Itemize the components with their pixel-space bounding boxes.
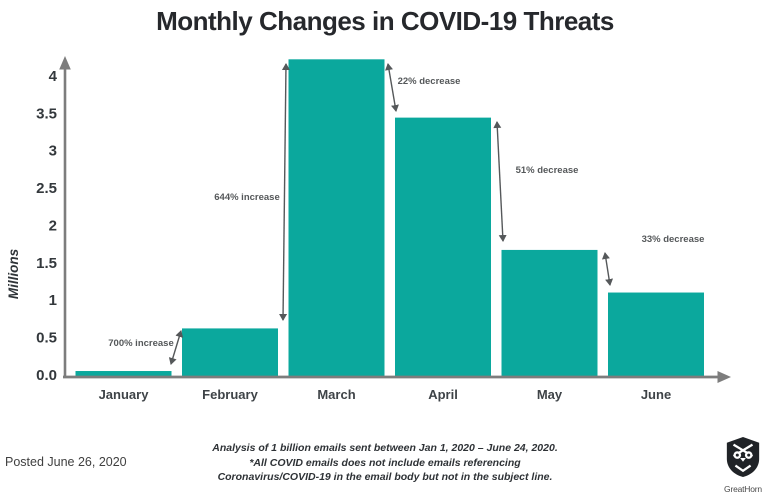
x-axis-arrowhead-icon (717, 371, 731, 383)
annotation-label-4: 51% decrease (516, 165, 579, 176)
x-tick-label-february: February (202, 387, 258, 402)
y-tick-label-4: 4 (49, 68, 58, 85)
bar-february (182, 328, 278, 377)
footnote: Analysis of 1 billion emails sent betwee… (165, 441, 605, 485)
x-tick-label-may: May (537, 387, 563, 402)
annotation-arrow-1 (168, 330, 184, 365)
y-tick-label-3: 3 (49, 143, 57, 160)
x-tick-label-april: April (428, 387, 458, 402)
greathorn-logo-text: GreatHorn (724, 484, 762, 494)
y-tick-label-0.5: 0.5 (36, 330, 57, 347)
x-tick-label-march: March (317, 387, 355, 402)
x-tick-label-january: January (99, 387, 150, 402)
annotation-label-2: 644% increase (214, 192, 280, 203)
y-tick-label-0.0: 0.0 (36, 367, 57, 384)
annotation-label-5: 33% decrease (642, 234, 705, 245)
annotation-arrow-4 (493, 121, 507, 242)
greathorn-logo: GreatHorn (722, 436, 764, 494)
bar-may (501, 249, 598, 377)
annotation-arrow-3 (385, 63, 399, 112)
y-axis-title: Millions (6, 248, 21, 299)
greathorn-shield-icon (726, 437, 760, 477)
annotation-arrow-2 (279, 63, 290, 321)
bar-march (288, 59, 385, 377)
annotation-label-1: 700% increase (108, 338, 174, 349)
bar-april (395, 117, 491, 378)
page-title: Monthly Changes in COVID-19 Threats (156, 6, 614, 36)
y-tick-label-1.5: 1.5 (36, 255, 57, 272)
footnote-line-2: *All COVID emails does not include email… (249, 456, 521, 469)
y-tick-label-1: 1 (49, 292, 57, 309)
y-tick-label-3.5: 3.5 (36, 105, 57, 122)
y-axis-arrowhead-icon (59, 56, 71, 70)
footnote-line-3: Coronavirus/COVID-19 in the email body b… (217, 471, 553, 483)
y-tick-label-2: 2 (49, 217, 57, 234)
posted-date: Posted June 26, 2020 (5, 455, 127, 469)
y-tick-label-2.5: 2.5 (36, 180, 57, 197)
annotation-label-3: 22% decrease (398, 76, 461, 87)
x-tick-label-june: June (641, 387, 671, 402)
bar-june (608, 292, 704, 377)
footnote-line-1: Analysis of 1 billion emails sent betwee… (212, 442, 558, 454)
bar-january (75, 371, 172, 377)
annotation-arrow-5 (601, 252, 614, 286)
bar-chart: 0.0 0.5 1 1.5 2 2.5 3 3.5 4 Millions January Februa… (6, 56, 731, 402)
